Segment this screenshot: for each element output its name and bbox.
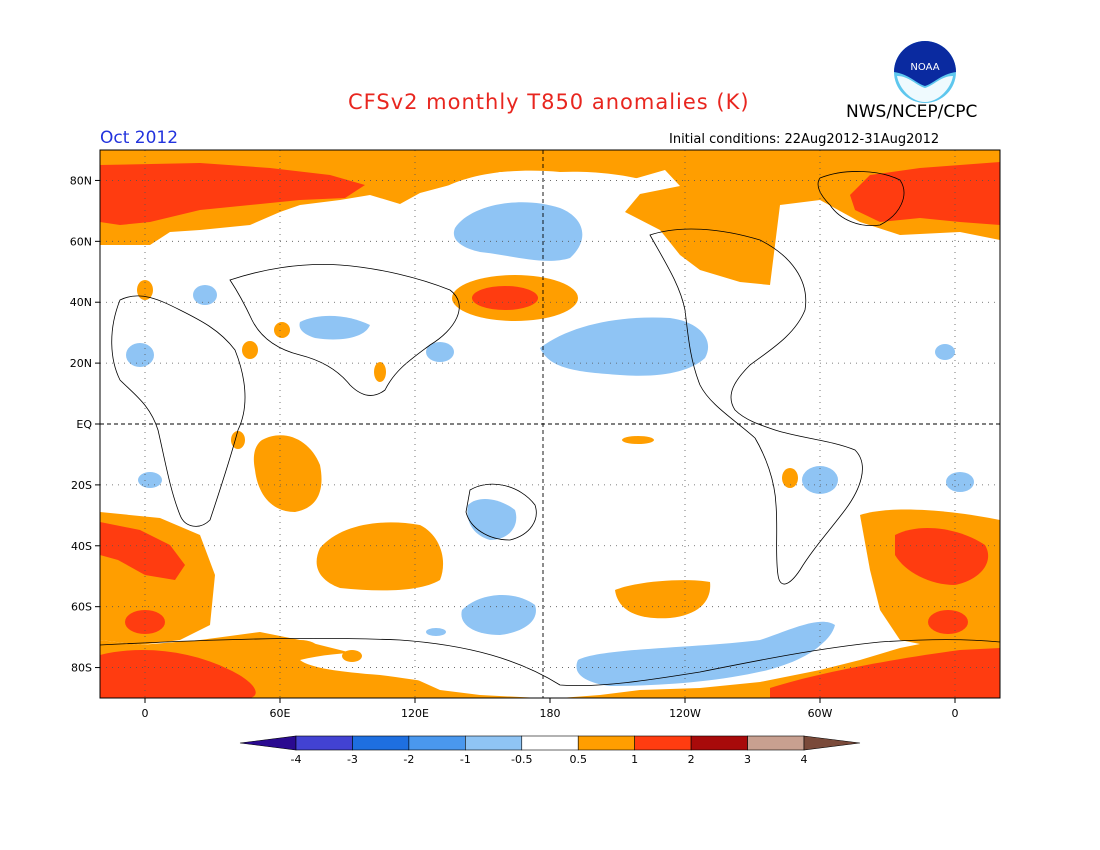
noaa-logo-text: NOAA	[910, 62, 939, 73]
colorbar-label: 3	[744, 753, 751, 766]
colorbar-swatch	[295, 735, 353, 751]
anomaly-small-orange	[274, 322, 290, 338]
colorbar-label: -3	[347, 753, 358, 766]
colorbar-swatch	[408, 735, 466, 751]
anomaly-small-orange	[374, 362, 386, 382]
anomaly-antarctic-red-east	[770, 648, 1000, 698]
lat-tick-label: 20S	[71, 479, 92, 492]
colorbar: -4 -3 -2 -1 -0.5 0.5 1 2 3 4	[239, 735, 861, 766]
anomaly-australia-blue	[467, 498, 517, 540]
colorbar-label: -2	[403, 753, 414, 766]
lon-tick-label: 60E	[270, 707, 291, 720]
noaa-logo: NOAA	[894, 41, 956, 103]
colorbar-swatch	[352, 735, 410, 751]
lat-tick-label: 60S	[71, 601, 92, 614]
anomaly-red-core	[928, 610, 968, 634]
anomaly-indian-ocean-orange	[253, 435, 322, 512]
anomaly-antarctic-red-west	[100, 650, 256, 698]
anomaly-tibet-blue	[299, 315, 370, 340]
anomaly-antarctic-orange	[100, 632, 1000, 698]
colorbar-swatch	[634, 735, 692, 751]
anomaly-south-pacific-orange	[615, 580, 711, 619]
anomaly-arctic-red-east	[850, 162, 1000, 225]
anomaly-southern-ocean-blue	[461, 594, 536, 635]
anomaly-small-orange	[342, 650, 362, 662]
lon-tick-label: 120E	[401, 707, 429, 720]
colorbar-label: 0.5	[569, 753, 587, 766]
lon-tick-label: 180	[540, 707, 561, 720]
colorbar-swatch	[690, 735, 748, 751]
anomaly-europe-blue	[193, 285, 217, 305]
lon-tick-label: 0	[952, 707, 959, 720]
anomaly-small-blue	[946, 472, 974, 492]
anomaly-small-orange	[137, 280, 153, 300]
anomaly-small-orange	[242, 341, 258, 359]
anomaly-small-orange	[622, 436, 654, 444]
anomaly-siberia-blue	[453, 202, 583, 261]
colorbar-label: 1	[631, 753, 638, 766]
colorbar-swatch	[465, 735, 523, 751]
anomaly-south-indian-orange	[316, 522, 444, 591]
colorbar-label: 4	[801, 753, 808, 766]
agency-label: NWS/NCEP/CPC	[846, 102, 978, 122]
gridlines	[100, 150, 1000, 698]
anomaly-red-core	[125, 610, 165, 634]
anomaly-nw-pacific-red	[472, 286, 538, 310]
lat-tick-label: 60N	[70, 235, 92, 248]
lat-tick-label: 20N	[70, 357, 92, 370]
anomaly-small-blue	[426, 628, 446, 636]
lon-tick-label: 60W	[808, 707, 833, 720]
map-plot-area	[100, 150, 1000, 698]
colorbar-label: -0.5	[511, 753, 532, 766]
colorbar-swatch	[521, 735, 579, 751]
lon-tick-label: 120W	[669, 707, 701, 720]
chart-title: CFSv2 monthly T850 anomalies (K)	[348, 90, 750, 114]
anomaly-small-orange	[231, 431, 245, 449]
anomaly-ne-pacific-blue	[540, 317, 709, 376]
latitude-axis: 80N 60N 40N 20N EQ 20S 40S 60S 80S	[70, 174, 100, 675]
lat-tick-label: 80S	[71, 662, 92, 675]
colorbar-swatch	[747, 735, 805, 751]
colorbar-low-arrow	[239, 735, 297, 751]
anomaly-small-orange	[282, 640, 318, 656]
anomaly-south-atlantic-red-east	[895, 527, 989, 585]
anomaly-south-atlantic-red-west	[100, 522, 185, 580]
lon-tick-label: 0	[142, 707, 149, 720]
anomaly-small-blue	[935, 344, 955, 360]
anomaly-arctic-red-west	[100, 163, 365, 225]
anomaly-china-blue	[426, 342, 454, 362]
lat-tick-label: 40S	[71, 540, 92, 553]
colorbar-label: -4	[291, 753, 302, 766]
initial-conditions: Initial conditions: 22Aug2012-31Aug2012	[669, 132, 940, 147]
colorbar-label: -1	[460, 753, 471, 766]
lat-tick-label: EQ	[76, 418, 92, 431]
forecast-month: Oct 2012	[100, 128, 179, 148]
colorbar-label: 2	[688, 753, 695, 766]
anomaly-africa-blue	[126, 343, 154, 367]
anomaly-small-blue	[138, 472, 162, 488]
lat-tick-label: 40N	[70, 296, 92, 309]
coastlines	[100, 171, 1000, 687]
colorbar-high-arrow	[803, 735, 861, 751]
longitude-axis: 0 60E 120E 180 120W 60W 0	[142, 698, 959, 720]
lat-tick-label: 80N	[70, 174, 92, 187]
colorbar-swatch	[577, 735, 635, 751]
anomaly-small-orange	[782, 468, 798, 488]
